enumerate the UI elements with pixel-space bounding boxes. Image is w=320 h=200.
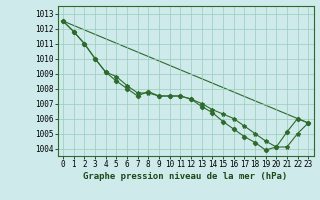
X-axis label: Graphe pression niveau de la mer (hPa): Graphe pression niveau de la mer (hPa) (84, 172, 288, 181)
